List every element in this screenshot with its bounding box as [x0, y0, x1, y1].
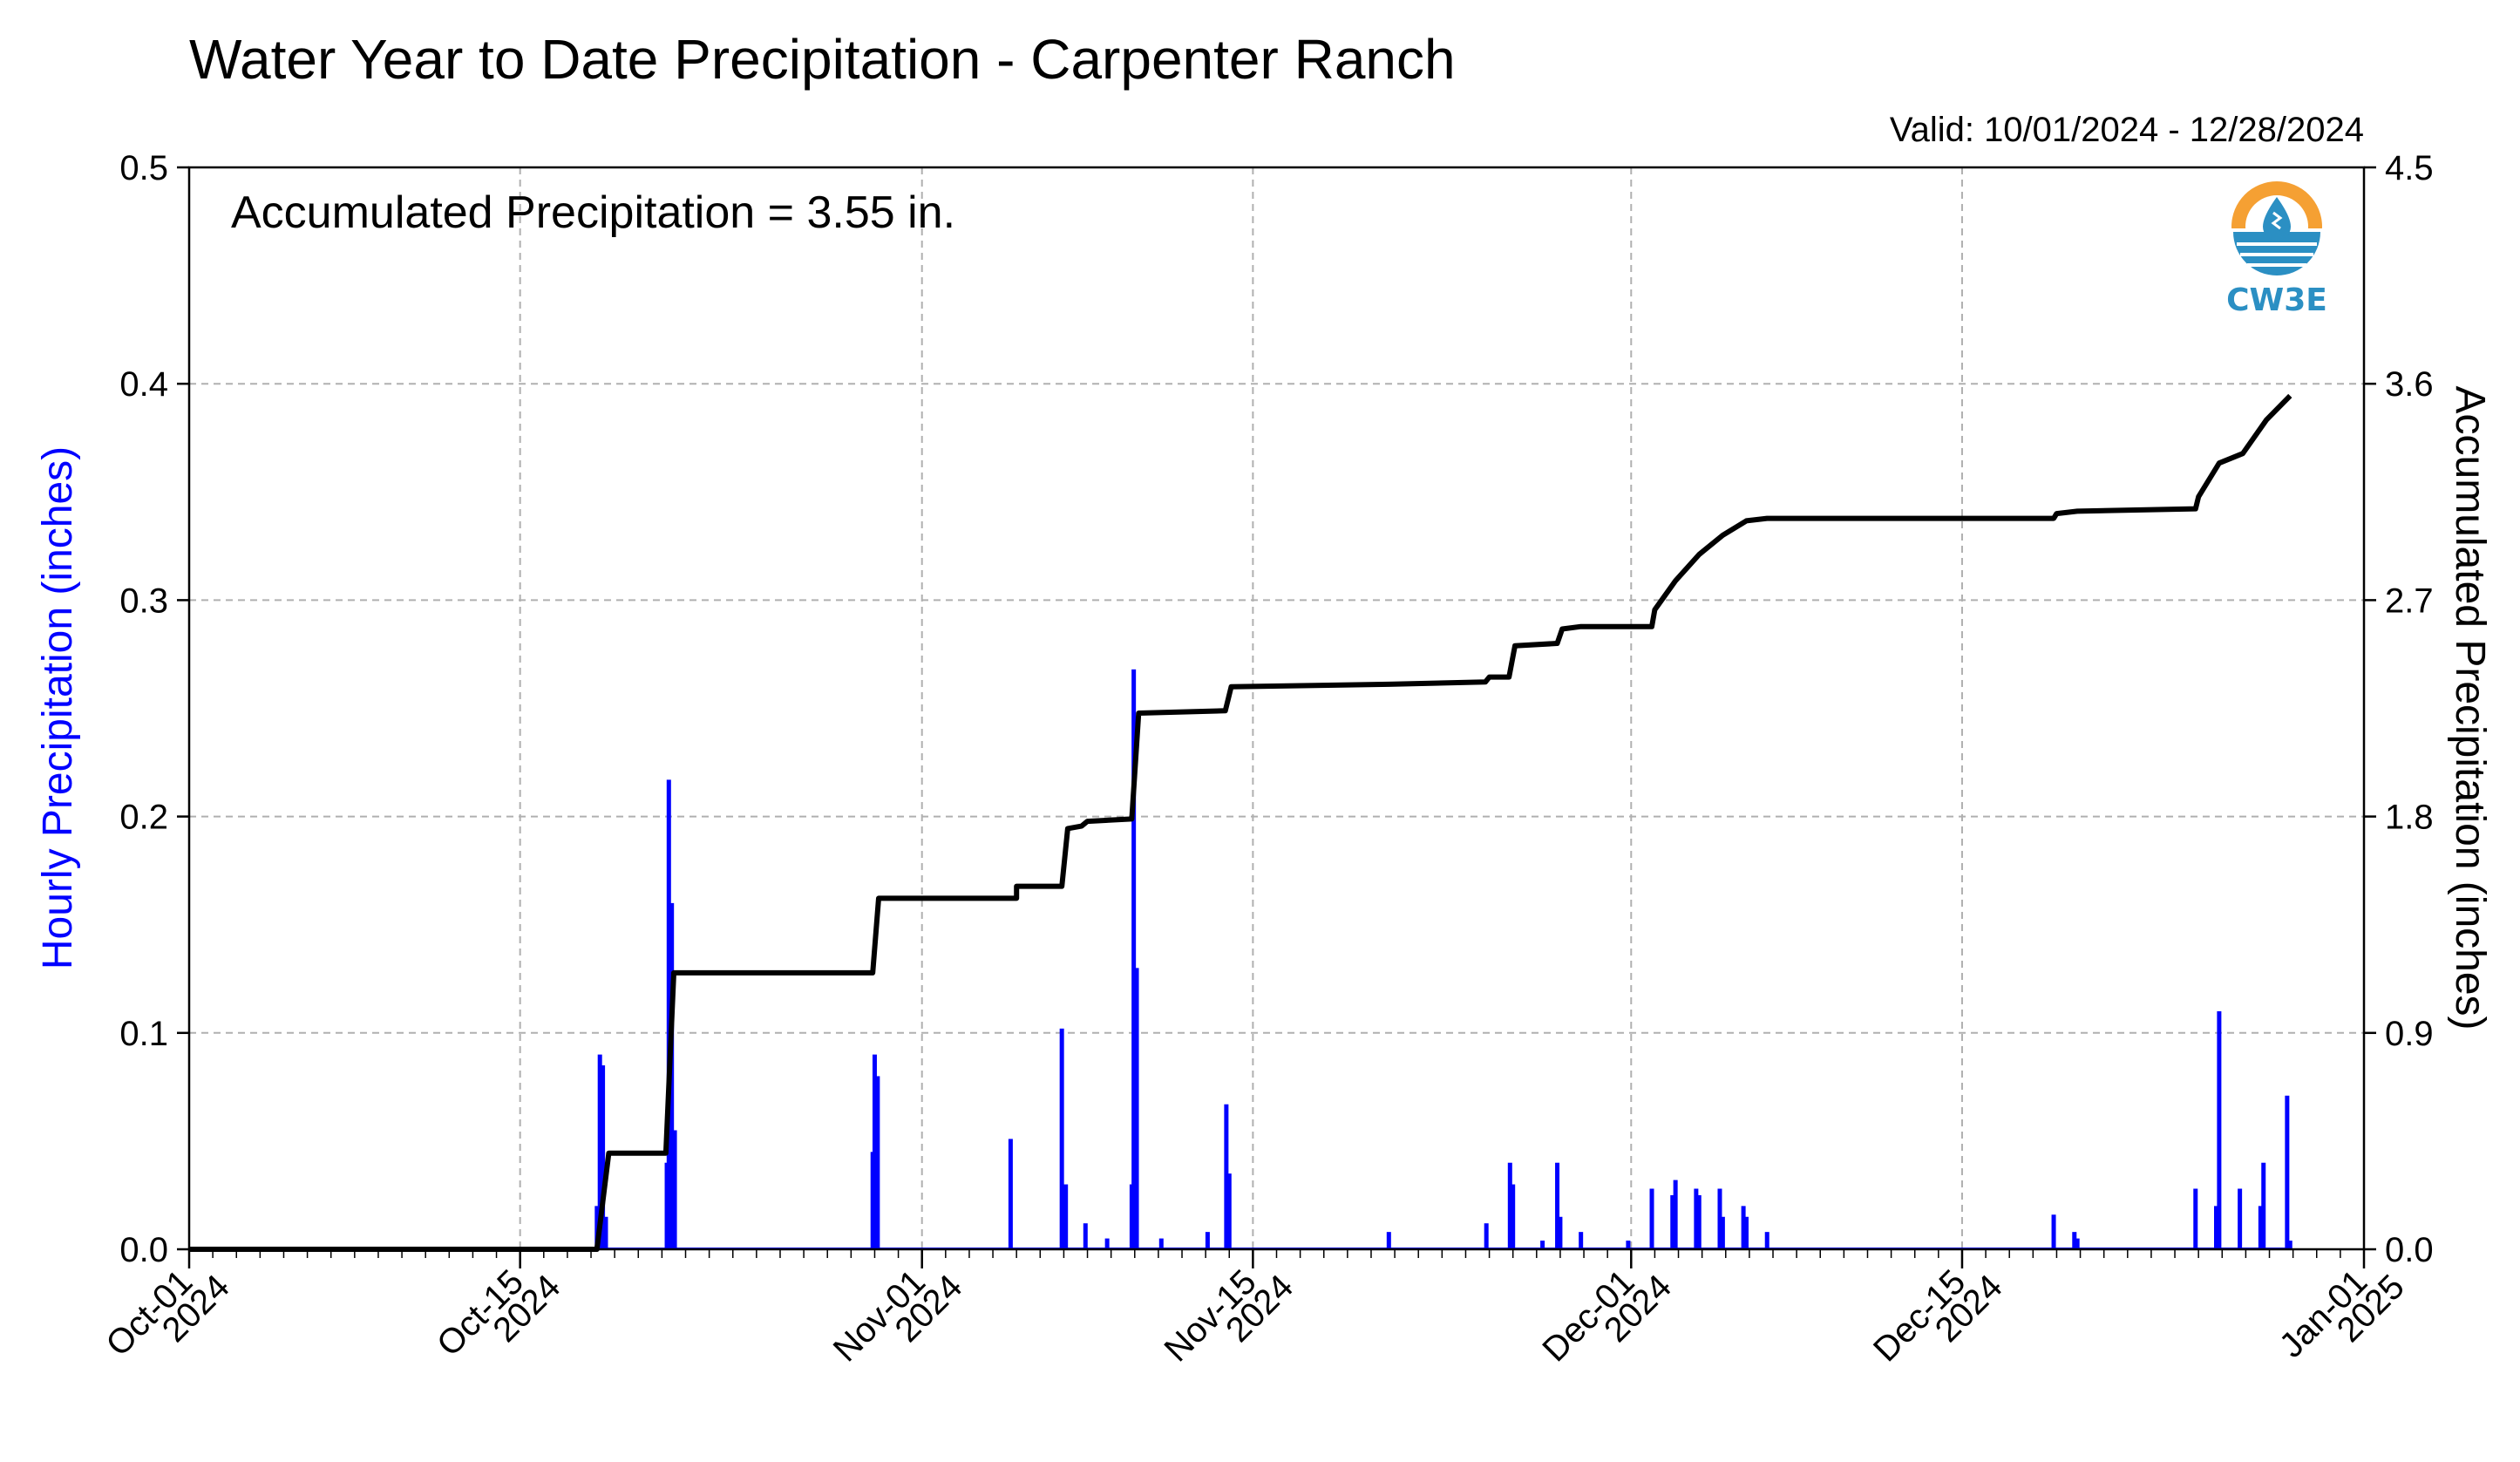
hourly-bar — [597, 1054, 602, 1249]
chart-title: Water Year to Date Precipitation - Carpe… — [189, 28, 1456, 91]
hourly-bar — [1741, 1206, 1746, 1249]
hourly-bar — [1626, 1241, 1631, 1249]
hourly-bar — [875, 1076, 880, 1249]
hourly-bar — [1670, 1194, 1675, 1249]
hourly-bar — [872, 1054, 877, 1249]
left-y-tick-label: 0.3 — [119, 581, 168, 620]
hourly-bar — [1696, 1194, 1702, 1249]
hourly-bar — [1558, 1216, 1563, 1249]
hourly-bar — [1131, 669, 1137, 1249]
hourly-bar — [2193, 1188, 2198, 1249]
hourly-bar — [1104, 1238, 1110, 1249]
left-axis-label: Hourly Precipitation (inches) — [35, 446, 81, 969]
hourly-bar — [2258, 1206, 2263, 1249]
hourly-bar — [2238, 1188, 2243, 1249]
right-y-tick-label: 1.8 — [2385, 799, 2434, 837]
hourly-bar — [1511, 1184, 1516, 1249]
hourly-bar — [1083, 1223, 1088, 1249]
hourly-bar — [1484, 1223, 1489, 1249]
left-y-tick-label: 0.5 — [119, 149, 168, 187]
right-y-tick-label: 2.7 — [2385, 581, 2434, 620]
hourly-bar — [601, 1065, 606, 1249]
left-y-tick-label: 0.1 — [119, 1015, 168, 1053]
grid-lines — [189, 167, 2364, 1249]
accumulated-precip-line-group — [189, 393, 2292, 1252]
right-y-tick-label: 0.0 — [2385, 1231, 2434, 1269]
hourly-bar — [1224, 1104, 1229, 1249]
axes: 0.0 0.1 0.2 0.3 0.4 0.5 0.0 0.9 1.8 2.7 3.6 4.5 Oct-… — [98, 149, 2434, 1370]
hourly-bar — [2287, 1241, 2292, 1249]
hourly-bar — [2051, 1214, 2056, 1249]
valid-date-range: Valid: 10/01/2024 - 12/28/2024 — [1890, 111, 2364, 149]
hourly-precip-bars — [189, 669, 2292, 1249]
hourly-bar — [1205, 1232, 1210, 1249]
plot-frame — [187, 166, 2366, 1251]
hourly-bar — [1579, 1232, 1584, 1249]
hourly-bar — [603, 1216, 608, 1249]
right-y-tick-label: 4.5 — [2385, 149, 2434, 187]
hourly-bar — [2285, 1095, 2290, 1249]
hourly-bar — [1540, 1241, 1545, 1249]
left-y-tick-label: 0.4 — [119, 365, 168, 404]
hourly-bar — [1764, 1232, 1769, 1249]
hourly-bar — [1744, 1216, 1749, 1249]
water-drop-logo-icon — [2230, 181, 2324, 275]
hourly-bar — [1507, 1162, 1512, 1249]
logo-text: CW3E — [2226, 282, 2327, 318]
hourly-bar — [1717, 1188, 1722, 1249]
hourly-bar — [1386, 1232, 1391, 1249]
hourly-bar — [2261, 1162, 2266, 1249]
hourly-bar — [1059, 1028, 1064, 1249]
right-axis-label: Accumulated Precipitation (inches) — [2447, 385, 2493, 1030]
hourly-bar — [594, 1206, 600, 1249]
left-y-tick-label: 0.2 — [119, 799, 168, 837]
right-y-tick-label: 0.9 — [2385, 1015, 2434, 1053]
cw3e-logo: CW3E — [2226, 181, 2327, 318]
hourly-bar — [1649, 1188, 1654, 1249]
hourly-bar — [1008, 1139, 1013, 1249]
hourly-bar — [672, 1130, 677, 1249]
right-y-tick-label: 3.6 — [2385, 365, 2434, 404]
left-y-tick-label: 0.0 — [119, 1231, 168, 1269]
hourly-bar — [2072, 1232, 2077, 1249]
hourly-bar — [1720, 1216, 1725, 1249]
hourly-bar — [2075, 1238, 2080, 1249]
hourly-bar — [1555, 1162, 1560, 1249]
hourly-bar — [2214, 1206, 2219, 1249]
accumulated-precip-line — [189, 393, 2292, 1252]
hourly-bar — [1063, 1184, 1069, 1249]
hourly-bar — [1158, 1238, 1164, 1249]
hourly-bar — [1673, 1180, 1678, 1249]
hourly-bar — [1694, 1188, 1699, 1249]
accumulated-annotation: Accumulated Precipitation = 3.55 in. — [231, 187, 955, 238]
hourly-bar — [666, 779, 671, 1249]
hourly-bar — [1226, 1173, 1232, 1249]
hourly-bar — [1134, 968, 1139, 1249]
hourly-bar — [2217, 1010, 2222, 1249]
